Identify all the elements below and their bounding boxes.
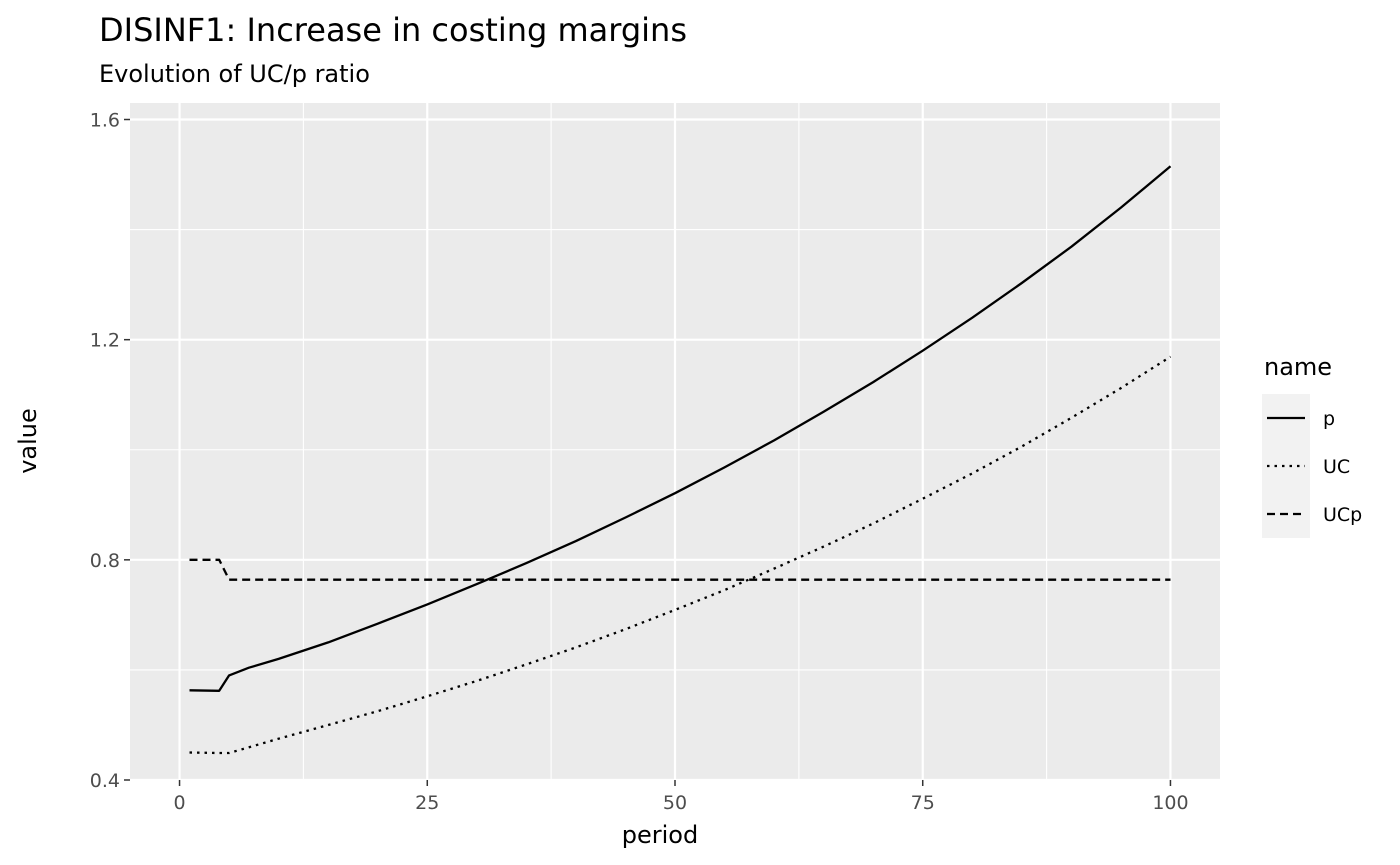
legend-label-p: p [1323, 408, 1335, 430]
series-lines [189, 165, 1172, 755]
x-tick-label: 25 [415, 792, 439, 814]
x-axis-title: period [622, 821, 698, 849]
legend-key-bg [1262, 442, 1310, 490]
legend-label-UCp: UCp [1323, 504, 1362, 526]
y-tick-label: 1.6 [90, 110, 120, 132]
major-gridlines [130, 103, 1220, 782]
legend-keys: p UC UCp [1262, 394, 1362, 538]
x-tick-label: 0 [173, 792, 185, 814]
y-axis-title: value [14, 408, 42, 474]
x-tick-label: 100 [1152, 792, 1188, 814]
legend: name p UC UCp [1262, 353, 1362, 538]
y-tick-label: 0.4 [90, 770, 120, 792]
chart-subtitle: Evolution of UC/p ratio [99, 60, 370, 88]
y-tick-label: 1.2 [90, 330, 120, 352]
x-tick-label: 50 [663, 792, 687, 814]
chart-title: DISINF1: Increase in costing margins [99, 11, 687, 49]
axes: 0 25 50 75 100 0.4 0.8 1.2 1.6 [90, 110, 1189, 814]
y-tick-label: 0.8 [90, 550, 120, 572]
series-line-UCp [189, 558, 1171, 581]
x-tick-label: 75 [911, 792, 935, 814]
series-line-p [189, 165, 1172, 692]
legend-label-UC: UC [1323, 456, 1350, 478]
legend-title: name [1264, 353, 1332, 381]
series-line-UC [189, 355, 1172, 755]
